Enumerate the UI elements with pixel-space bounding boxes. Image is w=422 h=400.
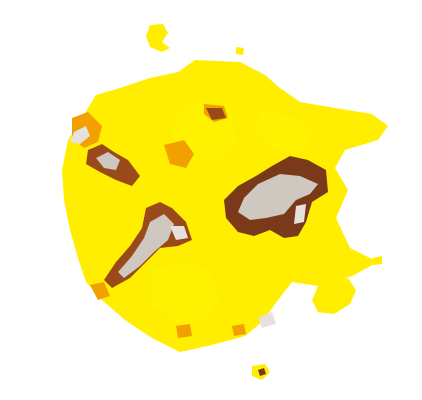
orange-patch <box>232 324 246 336</box>
grey-region-right <box>238 174 318 220</box>
dark-speck <box>258 368 266 376</box>
grey-region-center-2 <box>170 226 188 240</box>
grey-region-right-2 <box>294 204 306 224</box>
bright-yellow-highlight <box>256 110 314 150</box>
right-edge-dot <box>372 256 382 265</box>
grey-streak-left <box>70 126 90 144</box>
brown-fleck <box>206 108 226 120</box>
right-island <box>312 278 356 314</box>
top-island <box>146 24 170 52</box>
bright-yellow-highlight <box>150 262 220 322</box>
orange-patch <box>90 282 110 300</box>
top-island-dot <box>236 47 244 55</box>
orange-patch <box>176 324 192 338</box>
grey-region-left <box>96 152 120 170</box>
orange-patch <box>164 140 194 168</box>
grey-streak-bottom <box>258 312 276 328</box>
grey-region-center <box>118 214 174 278</box>
